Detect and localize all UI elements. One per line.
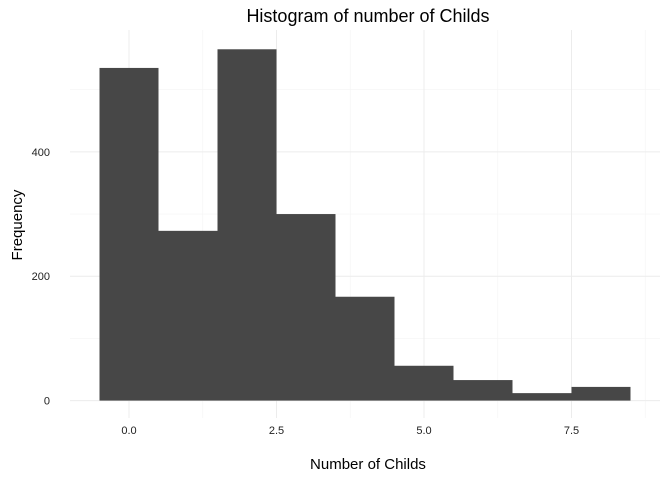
histogram-bar (512, 393, 572, 401)
chart-title: Histogram of number of Childs (246, 6, 489, 26)
x-tick-label: 2.5 (269, 425, 284, 437)
histogram-bar (453, 380, 513, 401)
bars (99, 49, 631, 401)
tick-labels: 0.0 2.5 5.0 7.5 0 200 400 (32, 147, 580, 437)
histogram-bar (217, 49, 277, 401)
histogram-bar (99, 67, 159, 401)
histogram-bar (394, 365, 454, 401)
histogram-bar (276, 214, 336, 401)
x-tick-label: 0.0 (121, 425, 136, 437)
histogram-bar (571, 386, 631, 401)
y-axis-title: Frequency (9, 189, 26, 260)
x-tick-label: 7.5 (564, 425, 579, 437)
histogram-bar (335, 296, 395, 401)
x-axis-title: Number of Childs (310, 456, 426, 473)
y-tick-label: 200 (32, 271, 50, 283)
histogram-bar (158, 230, 218, 401)
y-tick-label: 400 (32, 147, 50, 159)
x-tick-label: 5.0 (416, 425, 431, 437)
y-tick-label: 0 (44, 396, 50, 408)
